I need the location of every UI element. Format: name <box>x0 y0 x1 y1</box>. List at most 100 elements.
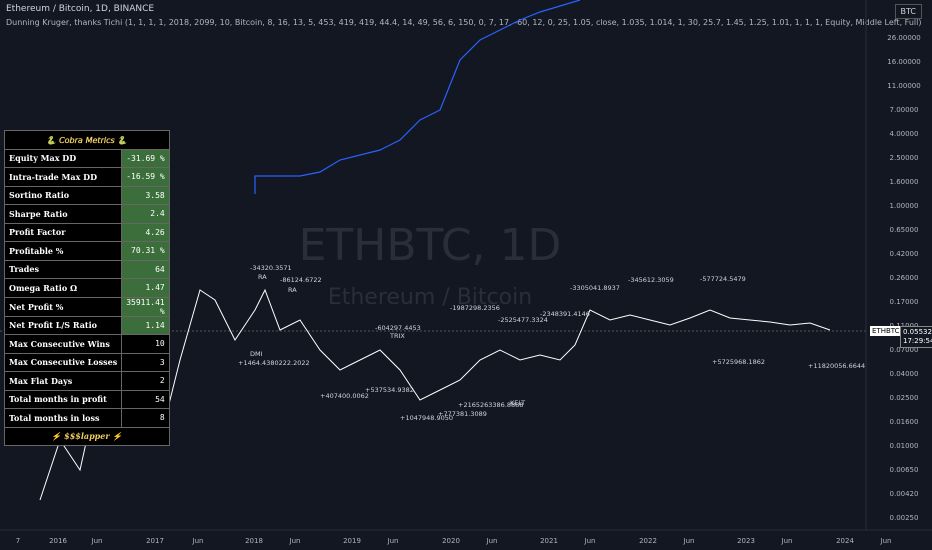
time-tick: Jun <box>683 537 695 545</box>
annotation: -345612.3059 <box>628 276 674 284</box>
annotation: -2348391.4146 <box>540 310 590 318</box>
table-cell: 1.47 <box>121 278 170 298</box>
annotation: -604297.4453 <box>375 324 421 332</box>
price-tick: 0.17000 <box>890 298 919 306</box>
time-tick: 2016 <box>49 537 67 545</box>
price-tick: 1.00000 <box>890 202 919 210</box>
table-cell: 🐍 𝘊𝘰𝘣𝘳𝘢 𝘔𝘦𝘵𝘳𝘪𝘤𝘴 🐍 <box>4 130 170 150</box>
annotation: +5725968.1862 <box>712 358 765 366</box>
price-tick: 0.65000 <box>890 226 919 234</box>
table-row: Profitable % 70.31 % <box>3 241 170 261</box>
table-cell: Sortino Ratio <box>3 185 123 205</box>
annotation: +1047948.9050 <box>400 414 453 422</box>
annotation: +1464.4380222.2022 <box>238 359 310 367</box>
table-cell: 2 <box>121 371 170 391</box>
table-row: 🐍 𝘊𝘰𝘣𝘳𝘢 𝘔𝘦𝘵𝘳𝘪𝘤𝘴 🐍 <box>4 130 170 150</box>
table-row: Total months in profit 54 <box>3 389 170 409</box>
table-cell: Trades <box>3 259 123 279</box>
table-cell: 70.31 % <box>121 241 170 261</box>
time-tick: 2017 <box>146 537 164 545</box>
price-tick: 26.00000 <box>887 34 920 42</box>
price-series <box>39 288 831 501</box>
time-tick: 2022 <box>639 537 657 545</box>
watermark-name: Ethereum / Bitcoin <box>327 285 533 310</box>
table-row: Profit Factor 4.26 <box>3 222 170 242</box>
symbol-title: Ethereum / Bitcoin, 1D, BINANCE <box>6 4 155 14</box>
annotation: -1987298.2356 <box>450 304 500 312</box>
annotation: +407400.0062 <box>320 392 369 400</box>
table-cell: Sharpe Ratio <box>3 204 123 224</box>
annotation: KELT <box>510 399 525 407</box>
table-cell: Profit Factor <box>3 222 123 242</box>
annotation: -2525477.3324 <box>498 316 548 324</box>
table-row: Max Consecutive Wins 10 <box>3 334 170 354</box>
price-tick: 2.50000 <box>890 154 919 162</box>
time-tick: 2019 <box>343 537 361 545</box>
table-cell: 54 <box>121 389 170 409</box>
time-tick: 2021 <box>540 537 558 545</box>
table-row: Max Consecutive Losses 3 <box>3 352 170 372</box>
time-tick: Jun <box>486 537 498 545</box>
time-tick: 2020 <box>442 537 460 545</box>
time-tick: Jun <box>289 537 301 545</box>
time-tick: Jun <box>781 537 793 545</box>
table-cell: 2.4 <box>121 204 170 224</box>
currency-button[interactable]: BTC <box>894 4 922 19</box>
price-tick: 0.00250 <box>890 514 919 522</box>
price-tick: 4.00000 <box>890 130 919 138</box>
table-cell: 35911.41 % <box>121 296 170 317</box>
annotation: +537534.9382 <box>365 386 414 394</box>
price-tick: 1.60000 <box>890 178 919 186</box>
price-tick: 11.00000 <box>887 82 920 90</box>
table-cell: Intra-trade Max DD <box>3 167 123 187</box>
table-row: Sortino Ratio 3.58 <box>3 185 170 205</box>
annotation: RA <box>258 273 267 281</box>
annotation: RA <box>288 286 297 294</box>
table-row: Trades 64 <box>3 259 170 279</box>
annotation: -34320.3571 <box>250 264 292 272</box>
price-tick: 0.00650 <box>890 466 919 474</box>
annotations: -34320.3571 RA -86124.6722 RA DMI +1464.… <box>238 264 865 422</box>
annotation: -86124.6722 <box>280 276 322 284</box>
annotation: +11820056.6644 <box>808 362 865 370</box>
table-cell: -31.69 % <box>121 148 170 168</box>
table-row: Sharpe Ratio 2.4 <box>3 204 170 224</box>
price-tick: 0.01600 <box>890 418 919 426</box>
table-cell: ⚡ $$$lapper ⚡ <box>4 426 170 446</box>
table-cell: Profitable % <box>3 241 123 261</box>
time-tick: 2024 <box>836 537 854 545</box>
table-cell: 3 <box>121 352 170 372</box>
price-tick: 0.04000 <box>890 370 919 378</box>
price-tick: 0.01000 <box>890 442 919 450</box>
table-row: Net Profit L/S Ratio 1.14 <box>3 315 170 335</box>
table-cell: Max Consecutive Wins <box>3 334 123 354</box>
time-tick: 2023 <box>737 537 755 545</box>
annotation: DMI <box>250 350 263 358</box>
table-row: Max Flat Days 2 <box>3 371 170 391</box>
table-cell: 64 <box>121 259 170 279</box>
table-cell: Total months in loss <box>3 408 123 428</box>
price-tick: 0.07000 <box>890 346 919 354</box>
last-symbol: ETHBTC <box>870 326 902 336</box>
annotation: TRIX <box>389 332 405 340</box>
watermark-ticker: ETHBTC, 1D <box>298 220 562 271</box>
time-tick: Jun <box>192 537 204 545</box>
indicator-params: Dunning Kruger, thanks Tichi (1, 1, 1, 1… <box>6 18 922 27</box>
price: 0.05532 <box>903 328 932 336</box>
table-cell: 10 <box>121 334 170 354</box>
price-tick: 0.00420 <box>890 490 919 498</box>
table-cell: Omega Ratio Ω <box>3 278 123 298</box>
equity-curve <box>254 0 581 194</box>
last-price: 0.05532 17:29:54 <box>900 326 932 348</box>
time-tick: Jun <box>880 537 892 545</box>
table-row: Total months in loss 8 <box>3 408 170 428</box>
table-cell: 1.14 <box>121 315 170 335</box>
table-cell: -16.59 % <box>121 167 170 187</box>
table-cell: Total months in profit <box>3 389 123 409</box>
price-tick: 0.02500 <box>890 394 919 402</box>
table-row: Intra-trade Max DD -16.59 % <box>3 167 170 187</box>
annotation: +2165263386.8888 <box>458 401 523 409</box>
countdown: 17:29:54 <box>903 337 932 345</box>
price-tick: 0.42000 <box>890 250 919 258</box>
